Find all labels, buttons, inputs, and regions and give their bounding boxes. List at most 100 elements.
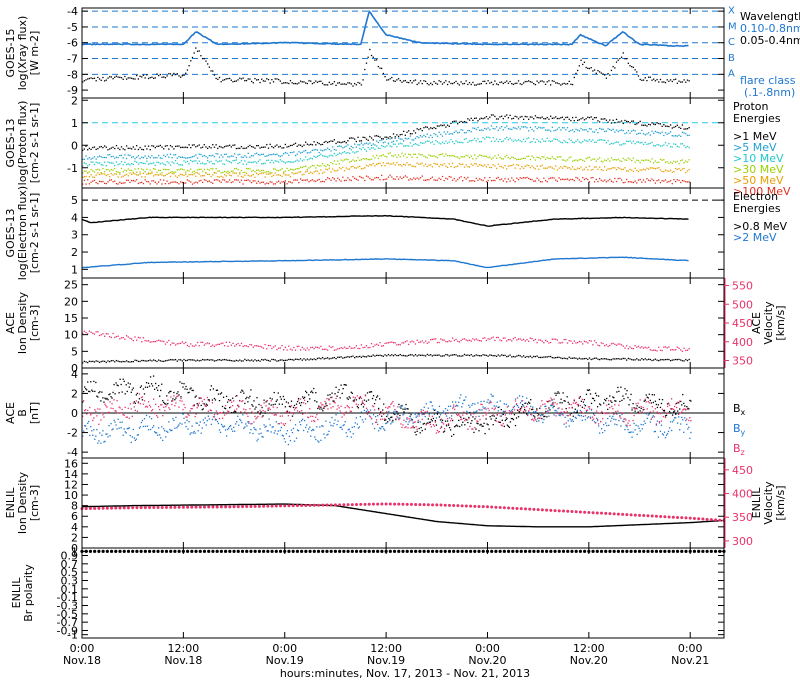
data-point (471, 354, 472, 355)
data-point (469, 140, 470, 141)
data-point (215, 153, 216, 154)
data-point (366, 165, 367, 166)
data-point (408, 179, 409, 180)
data-point (96, 80, 97, 81)
data-point (270, 82, 271, 83)
data-point (391, 176, 392, 177)
data-point (236, 172, 237, 173)
data-point (290, 420, 291, 421)
data-point (545, 168, 546, 169)
data-point (396, 134, 397, 135)
y-tick-label: 20 (64, 295, 78, 308)
data-point (496, 139, 497, 140)
data-point (422, 154, 423, 155)
data-point (254, 171, 255, 172)
data-point (324, 181, 325, 182)
data-point (88, 412, 89, 413)
data-point (589, 357, 590, 358)
data-point (187, 360, 188, 361)
data-point (629, 159, 630, 160)
data-point (307, 152, 308, 153)
data-point (472, 356, 473, 357)
data-point (112, 360, 113, 361)
data-point (361, 159, 362, 160)
data-point (564, 159, 565, 160)
data-point (307, 401, 308, 402)
data-point (114, 421, 115, 422)
data-point (131, 392, 132, 393)
data-point (116, 400, 117, 401)
data-point (97, 331, 98, 332)
data-point (401, 178, 402, 179)
data-point (110, 396, 111, 397)
data-point (672, 127, 673, 128)
data-point (254, 78, 255, 79)
data-point (525, 177, 526, 178)
data-point (406, 82, 407, 83)
data-point (319, 165, 320, 166)
data-point (432, 177, 433, 178)
data-point (428, 418, 429, 419)
data-point (424, 423, 425, 424)
data-point (252, 433, 253, 434)
data-point (327, 142, 328, 143)
data-point (525, 340, 526, 341)
data-point (111, 403, 112, 404)
data-point (417, 144, 418, 145)
data-point (298, 346, 299, 347)
data-point (413, 139, 414, 140)
data-point (542, 181, 543, 182)
data-point (518, 338, 519, 339)
data-point (427, 157, 428, 158)
data-point (584, 341, 585, 342)
data-point (570, 340, 571, 341)
data-point (340, 159, 341, 160)
data-point (205, 417, 206, 418)
data-point (166, 404, 167, 405)
data-point (323, 407, 324, 408)
data-point (477, 355, 478, 356)
data-point (548, 129, 549, 130)
data-point (466, 164, 467, 165)
data-point (134, 401, 135, 402)
data-point (462, 339, 463, 340)
data-point (492, 408, 493, 409)
data-point (221, 146, 222, 147)
data-point (596, 166, 597, 167)
data-point (349, 407, 350, 408)
data-point (378, 355, 379, 356)
data-point (384, 354, 385, 355)
data-point (575, 117, 576, 118)
data-point (138, 164, 139, 165)
data-point (675, 126, 676, 127)
data-point (351, 436, 352, 437)
data-point (173, 343, 174, 344)
data-point (599, 71, 600, 72)
data-point (104, 171, 105, 172)
data-point (106, 79, 107, 80)
data-point (202, 427, 203, 428)
data-point (403, 177, 404, 178)
data-point (283, 172, 284, 173)
data-point (640, 430, 641, 431)
data-point (297, 172, 298, 173)
data-point (368, 159, 369, 160)
data-point (621, 358, 622, 359)
data-point (128, 148, 129, 149)
data-point (337, 146, 338, 147)
data-point (420, 163, 421, 164)
data-point (299, 402, 300, 403)
data-point (679, 429, 680, 430)
data-point (417, 340, 418, 341)
data-point (615, 401, 616, 402)
data-point (521, 340, 522, 341)
data-point (285, 144, 286, 145)
data-point (313, 348, 314, 349)
data-point (604, 358, 605, 359)
data-point (231, 146, 232, 147)
data-point (357, 356, 358, 357)
data-point (89, 391, 90, 392)
data-point (423, 180, 424, 181)
data-point (609, 144, 610, 145)
data-point (320, 169, 321, 170)
